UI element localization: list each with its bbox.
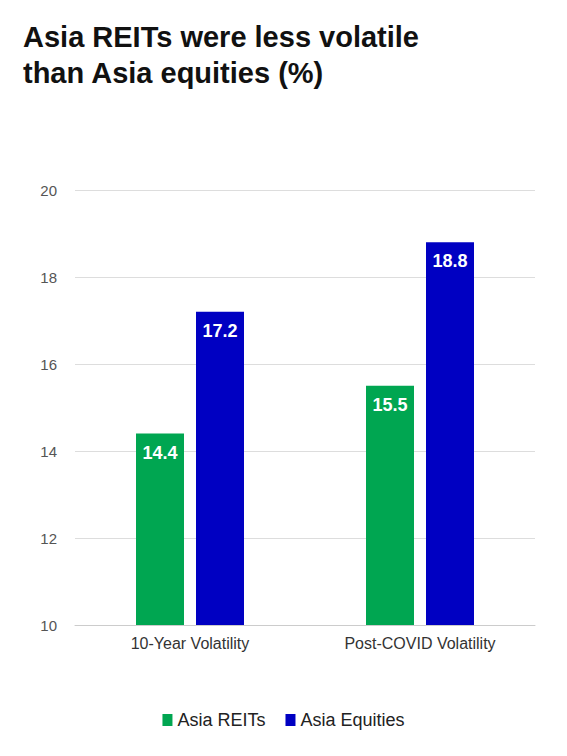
svg-text:16: 16 bbox=[40, 356, 57, 373]
svg-text:Asia REITs: Asia REITs bbox=[177, 710, 265, 730]
svg-text:18.8: 18.8 bbox=[432, 251, 467, 271]
svg-text:Asia Equities: Asia Equities bbox=[300, 710, 404, 730]
svg-text:10-Year Volatility: 10-Year Volatility bbox=[131, 635, 250, 652]
svg-text:15.5: 15.5 bbox=[372, 395, 407, 415]
svg-text:than Asia equities (%): than Asia equities (%) bbox=[23, 57, 323, 89]
svg-text:17.2: 17.2 bbox=[202, 321, 237, 341]
svg-text:18: 18 bbox=[40, 269, 57, 286]
svg-text:Asia REITs were less volatile: Asia REITs were less volatile bbox=[23, 21, 427, 53]
svg-text:12: 12 bbox=[40, 530, 57, 547]
svg-text:10: 10 bbox=[40, 617, 57, 634]
svg-text:Post-COVID Volatility: Post-COVID Volatility bbox=[344, 635, 495, 652]
svg-text:14: 14 bbox=[40, 443, 57, 460]
svg-text:14.4: 14.4 bbox=[142, 443, 177, 463]
svg-text:20: 20 bbox=[40, 182, 57, 199]
